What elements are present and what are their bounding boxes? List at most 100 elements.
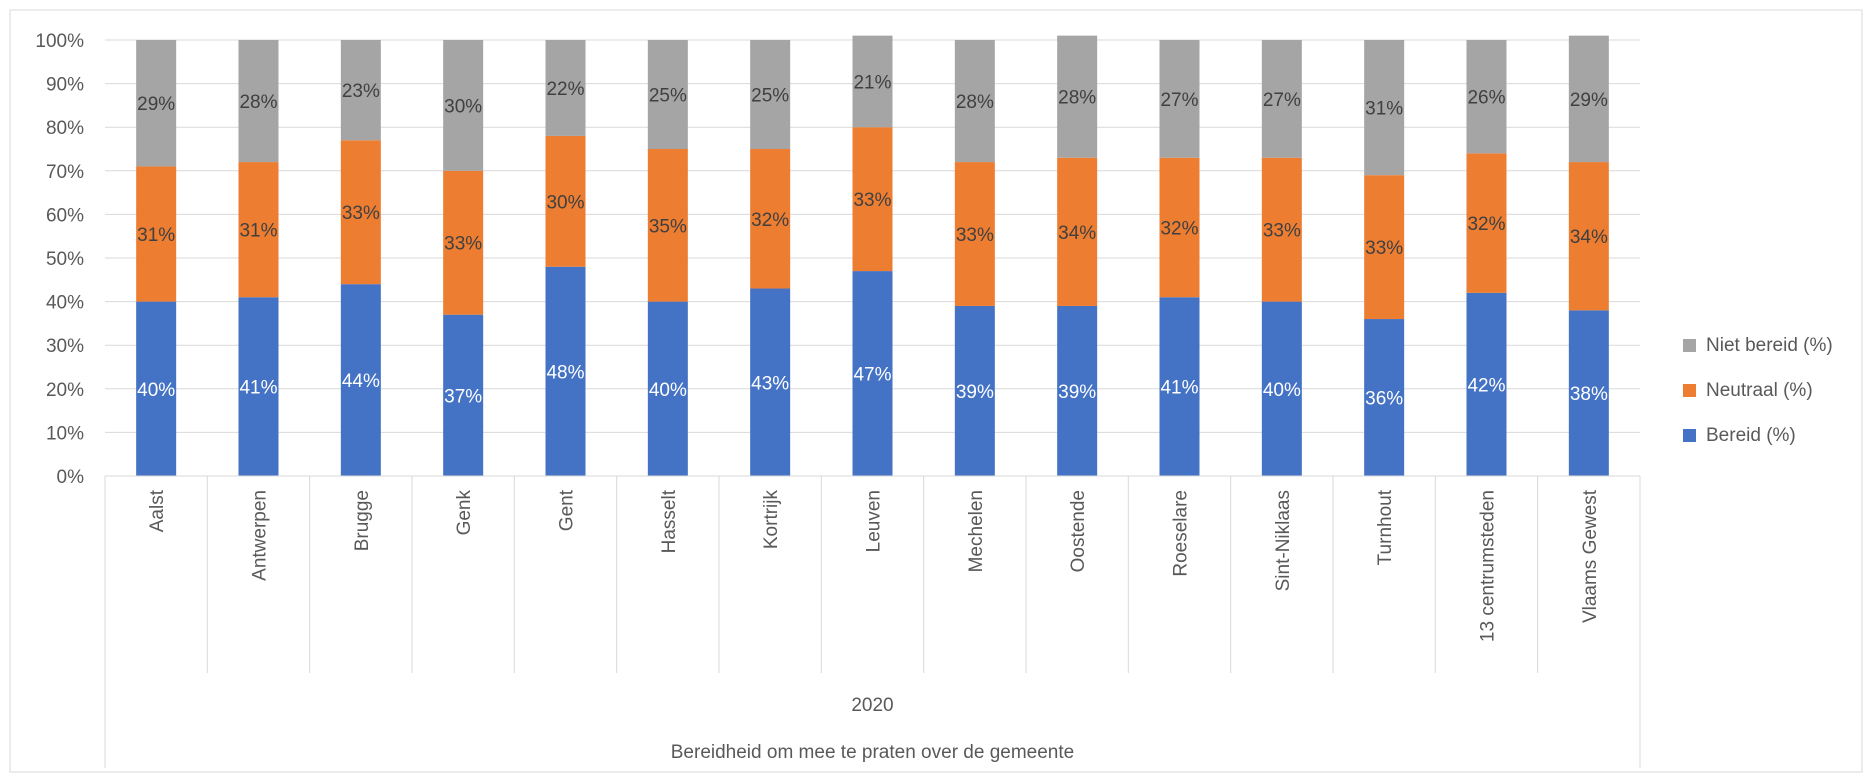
x-tick-label: Gent	[557, 489, 578, 531]
data-label: 33%	[444, 234, 482, 255]
data-label: 31%	[239, 221, 277, 242]
x-tick-label: Brugge	[352, 490, 373, 551]
data-label: 40%	[137, 380, 175, 401]
data-label: 43%	[751, 373, 789, 394]
data-label: 27%	[1263, 90, 1301, 111]
data-label: 33%	[1263, 221, 1301, 242]
bar-segment	[1568, 35, 1609, 163]
bar-segment	[238, 40, 279, 163]
bar-segment	[545, 266, 586, 476]
bar-segment	[647, 149, 688, 302]
bar-segment	[852, 127, 893, 272]
bar-segment	[1568, 310, 1609, 476]
y-tick-label: 10%	[46, 423, 84, 444]
bar-segment	[852, 35, 893, 128]
legend-entry: Bereid (%)	[1706, 425, 1796, 446]
data-label: 29%	[137, 94, 175, 115]
bar-segment	[1057, 157, 1098, 306]
data-label: 30%	[444, 96, 482, 117]
y-tick-label: 100%	[35, 31, 84, 52]
bar-segment	[1466, 40, 1507, 154]
x-tick-label: Vlaams Gewest	[1580, 489, 1601, 623]
bar-segment	[954, 162, 995, 306]
data-label: 33%	[956, 225, 994, 246]
bar-segment	[340, 284, 381, 476]
bar-segment	[954, 305, 995, 476]
x-tick-label: Genk	[454, 490, 475, 536]
bar-segment	[443, 314, 484, 476]
data-label: 29%	[1570, 90, 1608, 111]
bar-segment	[1057, 35, 1098, 158]
bar-segment	[1364, 40, 1405, 176]
data-label: 28%	[239, 92, 277, 113]
group-label-title: Bereidheid om mee te praten over de geme…	[671, 742, 1074, 763]
x-tick-label: Roeselare	[1171, 490, 1192, 577]
y-tick-label: 70%	[46, 162, 84, 183]
bar-segment	[1466, 153, 1507, 293]
bars	[136, 35, 1609, 476]
x-tick-label: Leuven	[864, 490, 885, 552]
data-label: 42%	[1467, 375, 1505, 396]
data-label: 22%	[546, 79, 584, 100]
bar-segment	[238, 162, 279, 298]
bar-segment	[1261, 301, 1302, 476]
bar-segment	[238, 297, 279, 476]
bar-segment	[1159, 40, 1200, 158]
bar-segment	[136, 301, 177, 476]
y-tick-label: 20%	[46, 380, 84, 401]
chart-border	[9, 9, 1863, 773]
x-tick-label: 13 centrumsteden	[1478, 490, 1499, 642]
data-label: 40%	[1263, 380, 1301, 401]
bar-segment	[750, 40, 791, 149]
data-label: 28%	[956, 92, 994, 113]
bar-segment	[136, 166, 177, 302]
data-label: 31%	[137, 225, 175, 246]
bar-segment	[750, 288, 791, 476]
x-tick-label: Mechelen	[966, 490, 987, 572]
bar-segment	[443, 170, 484, 315]
data-label: 41%	[1160, 378, 1198, 399]
data-label: 33%	[342, 203, 380, 224]
bar-segment	[1159, 297, 1200, 476]
group-label-year: 2020	[851, 695, 893, 716]
data-label: 26%	[1467, 88, 1505, 109]
data-label: 32%	[1160, 218, 1198, 239]
x-tick-label: Turnhout	[1375, 489, 1396, 565]
legend: Niet bereid (%) Neutraal (%) Bereid (%)	[1683, 335, 1833, 446]
bar-segment	[443, 40, 484, 171]
data-label: 34%	[1058, 223, 1096, 244]
bar-segment	[545, 135, 586, 267]
y-tick-label: 0%	[57, 467, 85, 488]
x-tick-label: Oostende	[1068, 490, 1089, 572]
data-label: 39%	[956, 382, 994, 403]
data-label: 35%	[649, 216, 687, 237]
bar-segment	[1261, 157, 1302, 302]
data-label: 32%	[751, 210, 789, 231]
legend-swatch	[1683, 384, 1696, 397]
bar-segment	[136, 40, 177, 167]
data-label: 34%	[1570, 227, 1608, 248]
bar-segment	[1057, 305, 1098, 476]
bar-segment	[1364, 319, 1405, 476]
data-label: 25%	[751, 86, 789, 107]
data-label: 47%	[853, 365, 891, 386]
bar-segment	[954, 40, 995, 163]
x-tick-label: Kortrijk	[761, 490, 782, 550]
data-label: 33%	[853, 190, 891, 211]
bar-segment	[647, 40, 688, 149]
legend-swatch	[1683, 429, 1696, 442]
y-tick-label: 80%	[46, 118, 84, 139]
data-label: 36%	[1365, 389, 1403, 410]
data-labels: 40% 31% 29% 41% 31% 28% 44% 33% 23% 37% 33% 30% 48% 3…	[137, 72, 1608, 409]
data-label: 28%	[1058, 88, 1096, 109]
bar-segment	[647, 301, 688, 476]
y-tick-label: 60%	[46, 205, 84, 226]
data-label: 25%	[649, 86, 687, 107]
legend-entry: Neutraal (%)	[1706, 380, 1813, 401]
y-tick-label: 40%	[46, 293, 84, 314]
bar-segment	[750, 149, 791, 289]
data-label: 23%	[342, 81, 380, 102]
data-label: 41%	[239, 378, 277, 399]
data-label: 44%	[342, 371, 380, 392]
